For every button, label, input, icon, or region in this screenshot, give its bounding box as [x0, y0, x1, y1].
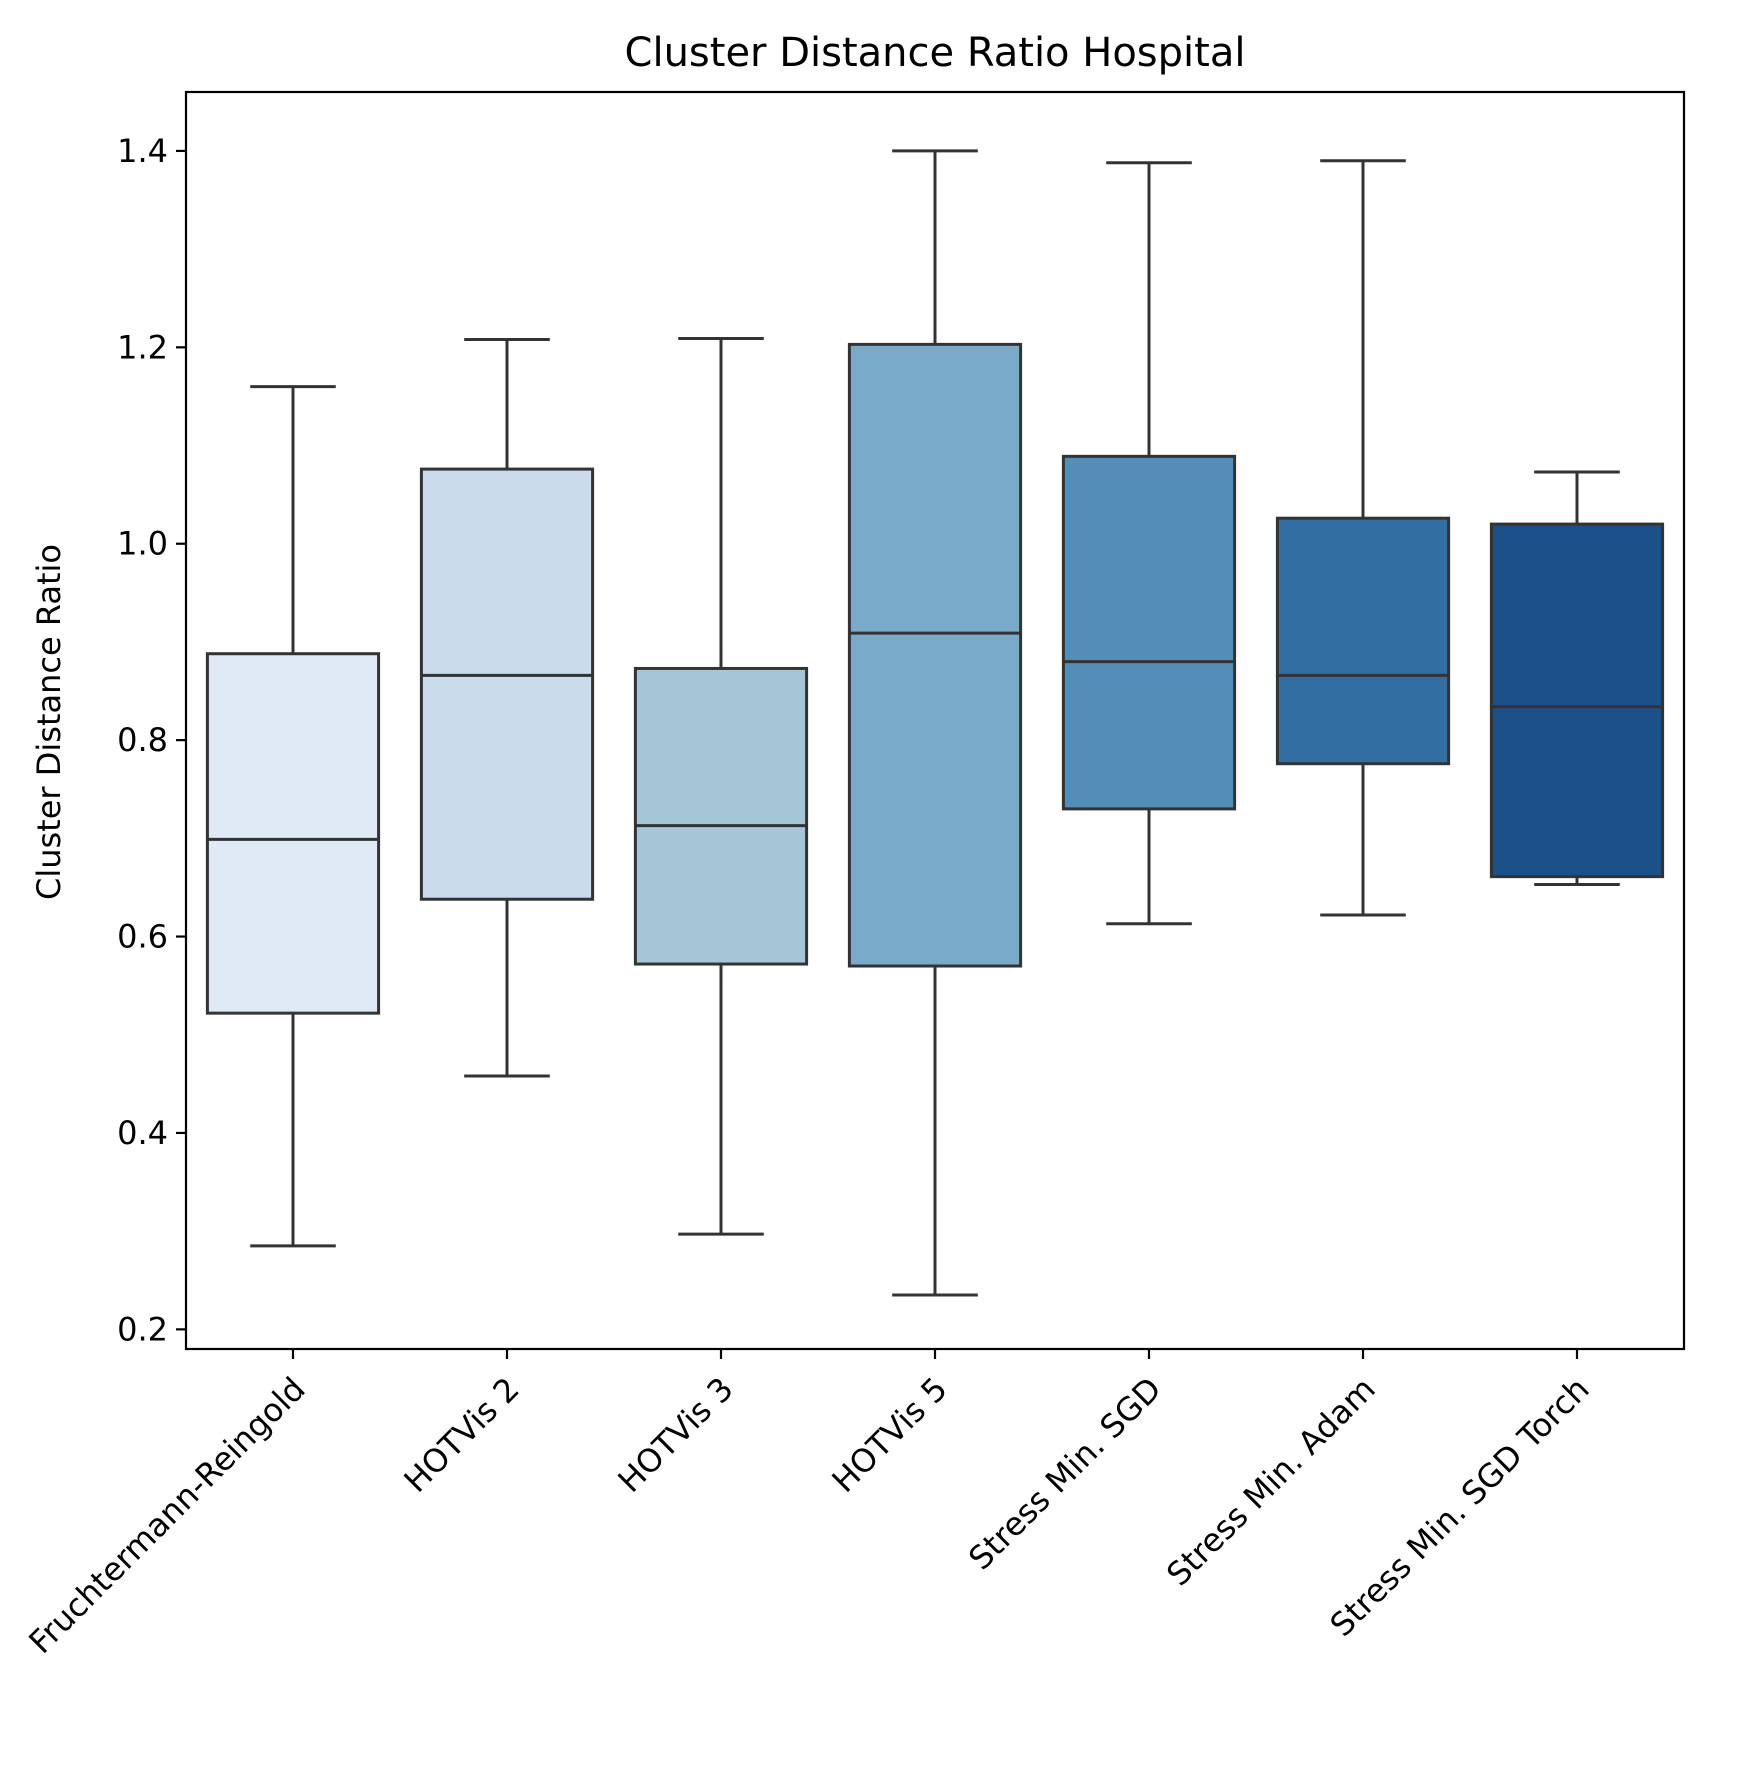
chart-title: Cluster Distance Ratio Hospital — [625, 30, 1246, 76]
y-tick-label: 0.4 — [117, 1114, 168, 1152]
box-group-2 — [419, 337, 595, 1078]
box-iqr — [419, 467, 595, 901]
box-group-1 — [205, 385, 381, 1248]
x-tick-label: Fruchtermann-Reingold — [21, 1370, 312, 1661]
y-tick-label: 0.6 — [117, 918, 168, 956]
x-tick-label: Stress Min. Adam — [1159, 1370, 1382, 1593]
box-group-4 — [847, 149, 1023, 1297]
x-tick-label: HOTVis 5 — [824, 1370, 954, 1500]
x-tick-label: HOTVis 2 — [396, 1370, 526, 1500]
plot-area — [205, 149, 1665, 1297]
x-tick-label: HOTVis 3 — [610, 1370, 740, 1500]
box-group-7 — [1489, 470, 1665, 886]
box-iqr — [1061, 454, 1237, 811]
box-iqr — [847, 342, 1023, 968]
y-tick-label: 1.4 — [117, 132, 168, 170]
y-tick-label: 0.8 — [117, 721, 168, 759]
y-tick-label: 0.2 — [117, 1310, 168, 1348]
box-iqr — [205, 652, 381, 1015]
box-group-6 — [1275, 159, 1451, 917]
y-tick-label: 1.0 — [117, 525, 168, 563]
box-iqr — [1489, 522, 1665, 879]
y-axis-label: Cluster Distance Ratio — [30, 544, 68, 900]
box-iqr — [633, 666, 809, 966]
box-group-3 — [633, 336, 809, 1236]
y-tick-label: 1.2 — [117, 328, 168, 366]
box-group-5 — [1061, 161, 1237, 926]
x-tick-label: Stress Min. SGD — [961, 1370, 1168, 1577]
box-iqr — [1275, 516, 1451, 766]
